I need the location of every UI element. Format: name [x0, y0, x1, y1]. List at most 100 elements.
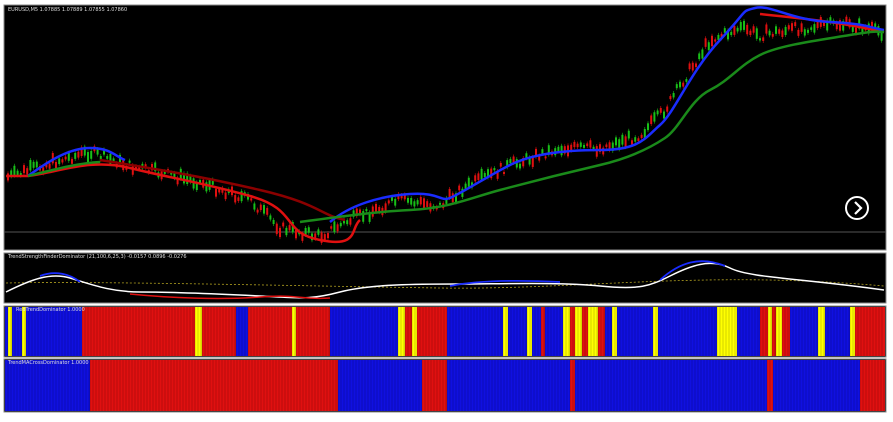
candle-body	[333, 221, 336, 233]
bar-block	[570, 307, 575, 356]
candle-body	[656, 110, 659, 115]
bar-block	[598, 307, 605, 356]
strength-up-line	[39, 260, 726, 287]
candle-body	[855, 27, 857, 34]
candle-body	[762, 37, 765, 41]
candle-body	[455, 193, 457, 203]
candle-body	[336, 224, 339, 232]
candle-body	[727, 30, 729, 40]
bar-block	[447, 360, 570, 411]
candle-body	[627, 130, 630, 139]
bar-block	[22, 307, 26, 356]
candle-body	[61, 159, 64, 163]
candle-body	[144, 164, 147, 168]
candle-body	[320, 232, 323, 243]
candle-body	[621, 134, 624, 145]
candle-body	[618, 139, 621, 150]
candle-body	[272, 219, 275, 224]
bar-block	[776, 307, 782, 356]
candle-body	[119, 154, 121, 164]
candle-body	[199, 180, 201, 183]
candle-body	[282, 222, 285, 227]
candle-body	[784, 26, 787, 35]
candle-body	[253, 203, 256, 210]
bar-block	[90, 360, 338, 411]
candle-body	[35, 161, 38, 168]
candle-body	[599, 144, 601, 152]
candle-body	[531, 156, 534, 167]
candle-body	[874, 23, 877, 28]
candle-body	[346, 220, 349, 225]
candle-body	[659, 108, 662, 113]
candle-body	[279, 227, 281, 238]
bar-block	[850, 307, 855, 356]
candle-body	[128, 160, 131, 163]
candle-body	[765, 24, 768, 34]
scroll-button[interactable]	[845, 196, 869, 220]
candle-body	[826, 20, 829, 31]
candle-body	[10, 170, 13, 177]
candle-body	[573, 141, 576, 148]
candle-body	[416, 200, 419, 205]
candle-body	[83, 146, 86, 156]
bar-block	[717, 307, 737, 356]
candle-body	[275, 223, 278, 235]
candle-body	[647, 123, 649, 131]
candle-body	[589, 140, 592, 148]
candle-body	[781, 30, 784, 37]
candle-body	[643, 129, 646, 139]
candle-body	[608, 142, 611, 151]
candle-body	[112, 158, 115, 162]
candle-body	[797, 29, 800, 36]
bar-block	[296, 307, 330, 356]
bar-block	[405, 307, 412, 356]
candle-body	[394, 198, 397, 206]
candle-body	[685, 79, 688, 82]
candle-body	[400, 195, 403, 199]
candle-body	[634, 137, 637, 142]
candle-body	[778, 29, 781, 34]
candle-body	[816, 21, 819, 29]
candle-body	[691, 62, 694, 71]
candle-body	[224, 192, 227, 200]
candle-body	[371, 206, 374, 217]
candle-body	[823, 22, 825, 26]
candle-body	[519, 163, 521, 169]
candle-body	[240, 191, 243, 202]
candle-body	[426, 201, 429, 207]
candle-body	[13, 165, 16, 176]
candle-body	[343, 219, 345, 224]
candle-body	[71, 158, 73, 164]
candle-body	[234, 195, 237, 203]
candle-body	[631, 140, 633, 145]
main-chart-panel	[3, 4, 887, 251]
candle-body	[419, 196, 422, 205]
candle-body	[835, 22, 838, 30]
candle-body	[154, 162, 157, 172]
candle-body	[723, 28, 726, 33]
candle-body	[295, 229, 297, 239]
candle-body	[99, 155, 102, 161]
bar-block	[545, 307, 563, 356]
candle-body	[768, 30, 771, 36]
candle-body	[592, 146, 595, 150]
candle-body	[538, 155, 541, 161]
candle-body	[387, 200, 390, 204]
candle-body	[183, 173, 185, 184]
candle-body	[640, 134, 643, 139]
candle-body	[439, 202, 441, 205]
candle-body	[506, 160, 509, 168]
candle-body	[352, 210, 355, 217]
candle-body	[535, 148, 537, 157]
candle-body	[714, 39, 717, 42]
bar-block	[860, 360, 885, 411]
candle-body	[359, 209, 361, 215]
candle-body	[839, 20, 841, 31]
candle-body	[378, 206, 381, 213]
candle-body	[176, 177, 179, 185]
candle-body	[173, 172, 176, 179]
candle-body	[87, 152, 89, 163]
bar-block	[5, 307, 8, 356]
candle-body	[775, 26, 777, 34]
candle-body	[355, 208, 358, 217]
